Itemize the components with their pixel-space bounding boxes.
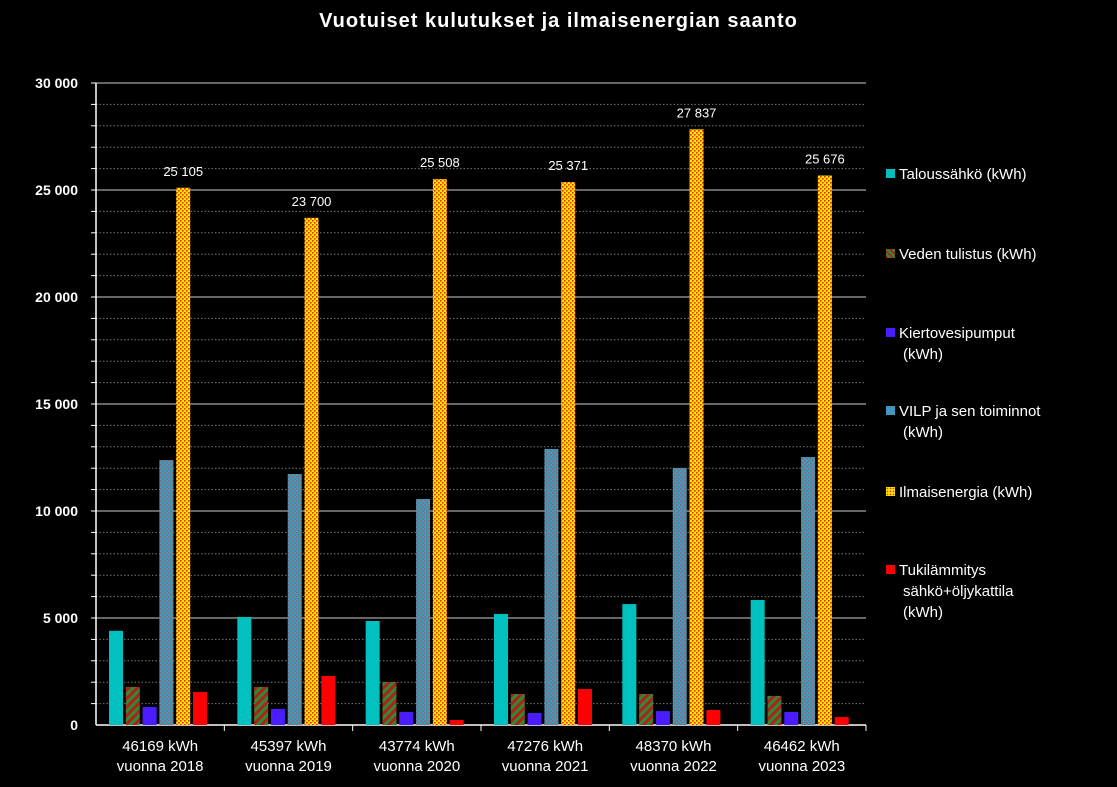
x-tick-label: vuonna 2018 [117,758,204,775]
x-tick-label: 48370 kWh [636,738,712,755]
legend-label: Veden tulistus (kWh) [899,246,1037,263]
bar-1-3 [510,693,525,725]
legend-entry: Ilmaisenergia (kWh) [886,482,1106,503]
bar-5-5 [834,717,849,725]
bar-5-2 [449,720,464,725]
y-tick-label: 10 000 [35,503,78,519]
bar-2-0 [142,707,157,725]
x-tick-label: 46169 kWh [122,738,198,755]
bar-4-3 [561,182,576,725]
bar-5-0 [193,692,207,725]
data-label: 23 700 [292,194,332,209]
x-tick-label: 45397 kWh [251,738,327,755]
bar-5-1 [321,675,336,725]
data-label: 27 837 [677,105,717,120]
legend-entry: Taloussähkö (kWh) [886,164,1106,185]
bar-5-4 [706,710,721,725]
y-tick-label: 0 [70,717,78,733]
y-tick-label: 20 000 [35,289,78,305]
legend-label: Taloussähkö (kWh) [899,166,1027,183]
legend-label: (kWh) [903,346,943,363]
bar-3-3 [544,448,559,725]
x-tick-label: vuonna 2022 [630,758,717,775]
bar-4-2 [432,179,447,726]
data-label: 25 105 [163,164,203,179]
legend-label: (kWh) [903,604,943,621]
legend-label: (kWh) [903,424,943,441]
legend-swatch [886,169,895,178]
bar-0-4 [622,604,637,725]
legend-entry: VILP ja sen toiminnot (kWh) [886,401,1106,443]
legend-label: Tukilämmitys [899,562,986,579]
legend-swatch [886,328,895,337]
x-tick-label: vuonna 2020 [373,758,460,775]
bar-0-0 [109,630,123,725]
bar-3-2 [416,499,431,725]
legend-swatch [886,406,895,415]
data-label: 25 676 [805,152,845,167]
legend-swatch [886,249,895,258]
x-tick-label: 46462 kWh [764,738,840,755]
legend-label: Kiertovesipumput [899,325,1015,342]
legend-swatch [886,565,895,574]
bar-1-2 [382,681,397,725]
bar-1-0 [125,686,140,725]
bar-2-3 [527,713,542,725]
bar-2-1 [270,708,285,725]
x-tick-label: vuonna 2021 [502,758,589,775]
y-tick-label: 5 000 [43,610,78,626]
legend-swatch [886,487,895,496]
legend-label: Ilmaisenergia (kWh) [899,484,1033,501]
data-label: 25 508 [420,155,460,170]
bar-2-4 [655,711,670,725]
legend-entry: Veden tulistus (kWh) [886,244,1106,265]
bar-0-5 [750,600,765,725]
bar-3-1 [287,473,302,725]
bar-1-4 [639,693,654,725]
x-tick-label: vuonna 2023 [758,758,845,775]
bar-4-1 [304,217,319,725]
bar-3-5 [801,457,816,725]
x-tick-label: 47276 kWh [507,738,583,755]
y-tick-label: 30 000 [35,75,78,91]
bar-3-4 [672,467,687,725]
bar-0-3 [494,613,508,725]
x-tick-label: vuonna 2019 [245,758,332,775]
bar-2-5 [784,711,799,725]
chart-title: Vuotuiset kulutukset ja ilmaisenergian s… [319,10,798,32]
bar-0-1 [237,616,252,725]
bar-3-0 [159,460,174,725]
x-tick-label: 43774 kWh [379,738,455,755]
legend-label: sähkö+öljykattila [903,583,1014,600]
bar-1-5 [767,695,782,725]
bar-4-0 [176,187,191,726]
bar-4-4 [689,129,704,725]
bar-1-1 [254,686,269,725]
y-tick-label: 15 000 [35,396,78,412]
legend-entry: Tukilämmitys sähkö+öljykattila (kWh) [886,560,1106,623]
y-tick-label: 25 000 [35,182,78,198]
bar-2-2 [399,711,414,725]
legend-entry: Kiertovesipumput (kWh) [886,323,1106,365]
bar-0-2 [365,620,380,725]
bar-5-3 [578,689,592,725]
legend-label: VILP ja sen toiminnot [899,403,1041,420]
data-label: 25 371 [548,158,588,173]
bar-4-5 [817,175,832,726]
